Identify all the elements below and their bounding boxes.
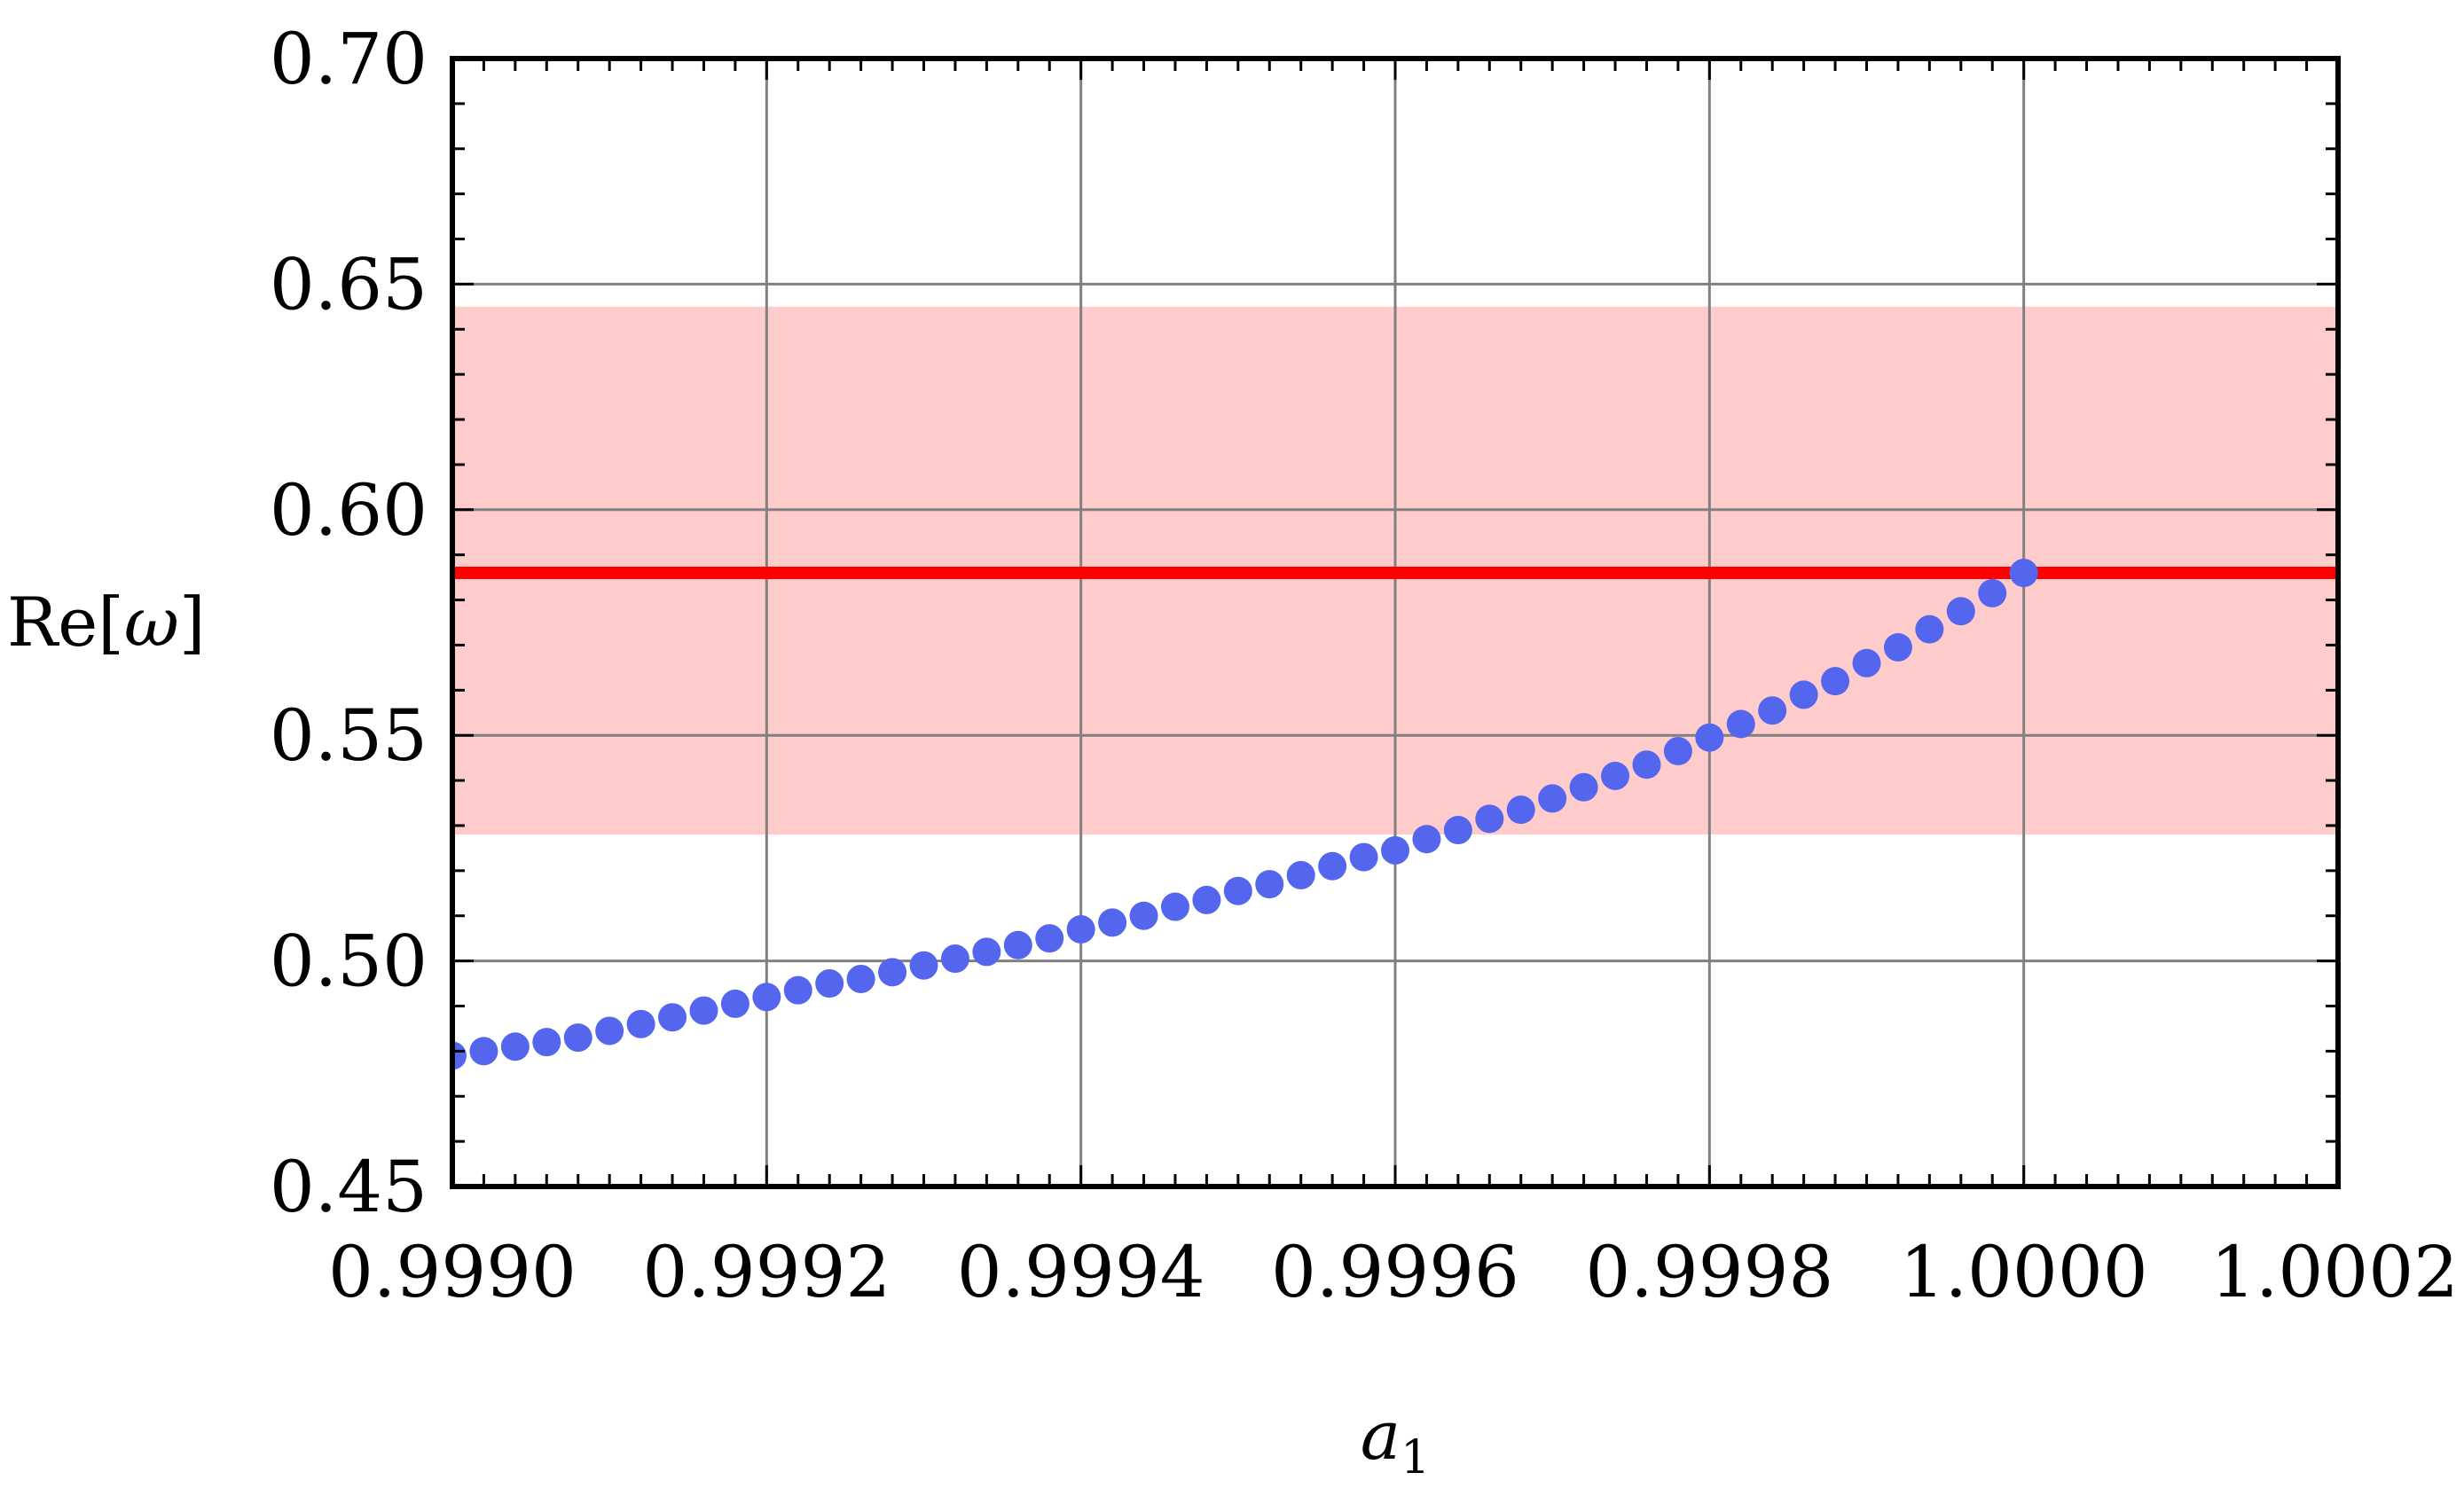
data-point bbox=[1003, 930, 1032, 959]
data-point bbox=[500, 1032, 530, 1061]
data-point bbox=[940, 944, 969, 974]
y-axis-label-suffix: ] bbox=[179, 583, 206, 662]
data-point bbox=[846, 964, 875, 993]
data-point bbox=[658, 1003, 687, 1032]
x-tick-label: 0.9992 bbox=[642, 1231, 891, 1313]
plot-frame bbox=[450, 56, 2341, 1189]
data-point bbox=[783, 975, 812, 1005]
data-point bbox=[1098, 908, 1127, 937]
x-axis-label-sub: 1 bbox=[1401, 1431, 1430, 1484]
x-tick-labels: 0.9990 0.9992 0.9994 0.9996 0.9998 1.0000 1.00… bbox=[328, 1231, 2459, 1313]
grid bbox=[452, 59, 2338, 1187]
y-tick-label: 0.55 bbox=[270, 694, 428, 777]
data-point bbox=[1286, 860, 1315, 889]
data-point bbox=[752, 983, 781, 1012]
data-point bbox=[1758, 696, 1787, 725]
y-tick-label: 0.65 bbox=[270, 243, 428, 325]
x-axis-label-main: a bbox=[1361, 1396, 1401, 1475]
data-point bbox=[909, 951, 938, 980]
x-tick-label: 0.9994 bbox=[957, 1231, 1205, 1313]
data-point bbox=[1663, 737, 1692, 766]
data-point bbox=[972, 937, 1001, 967]
x-tick-label: 0.9990 bbox=[328, 1231, 577, 1313]
data-point bbox=[532, 1028, 561, 1057]
x-axis-label: a1 bbox=[1361, 1396, 1430, 1484]
data-point bbox=[1726, 709, 1755, 739]
data-point bbox=[1412, 825, 1441, 854]
data-point bbox=[1475, 804, 1504, 834]
y-tick-label: 0.45 bbox=[270, 1146, 428, 1228]
y-axis-label-prefix: Re[ bbox=[7, 583, 124, 662]
data-point bbox=[878, 958, 907, 987]
data-point bbox=[815, 969, 844, 999]
data-point bbox=[1978, 578, 2007, 607]
data-point bbox=[1349, 842, 1378, 872]
y-tick-label: 0.50 bbox=[270, 920, 428, 1003]
data-point bbox=[626, 1009, 655, 1038]
x-tick-label: 1.0000 bbox=[1900, 1231, 2148, 1313]
data-point bbox=[1160, 892, 1189, 921]
data-point bbox=[1066, 914, 1095, 944]
y-axis-label-symbol: ω bbox=[124, 583, 179, 662]
data-point bbox=[689, 996, 718, 1025]
y-tick-labels: 0.45 0.50 0.55 0.60 0.65 0.70 bbox=[270, 18, 428, 1228]
data-point bbox=[1601, 761, 1630, 790]
data-point bbox=[2009, 559, 2038, 588]
data-point bbox=[1569, 772, 1598, 802]
data-point bbox=[1852, 648, 1881, 678]
data-point bbox=[1318, 851, 1347, 881]
data-point bbox=[1632, 750, 1661, 779]
data-point bbox=[1381, 835, 1409, 865]
data-point bbox=[1129, 901, 1158, 930]
data-point bbox=[1538, 784, 1567, 813]
x-tick-label: 1.0002 bbox=[2210, 1231, 2459, 1313]
x-tick-label: 0.9996 bbox=[1271, 1231, 1519, 1313]
data-point bbox=[1192, 885, 1221, 914]
data-point bbox=[1946, 597, 1975, 626]
data-point bbox=[595, 1016, 624, 1046]
data-point bbox=[1915, 615, 1944, 644]
data-point bbox=[1883, 632, 1912, 662]
data-point bbox=[1223, 876, 1252, 905]
data-series bbox=[452, 559, 2038, 1070]
data-point bbox=[1821, 667, 1850, 696]
data-point bbox=[720, 989, 749, 1018]
data-point bbox=[1443, 816, 1472, 845]
y-tick-label: 0.70 bbox=[270, 18, 428, 100]
data-point bbox=[452, 1041, 467, 1070]
data-point bbox=[1506, 795, 1535, 825]
data-point bbox=[469, 1037, 498, 1066]
data-point bbox=[1695, 723, 1724, 752]
y-tick-label: 0.60 bbox=[270, 469, 428, 552]
data-point bbox=[563, 1023, 592, 1053]
data-point bbox=[1789, 680, 1818, 709]
x-tick-label: 0.9998 bbox=[1585, 1231, 1833, 1313]
data-point bbox=[1035, 924, 1064, 953]
y-axis-label: Re[ω] bbox=[7, 583, 206, 662]
data-point bbox=[1255, 870, 1284, 899]
